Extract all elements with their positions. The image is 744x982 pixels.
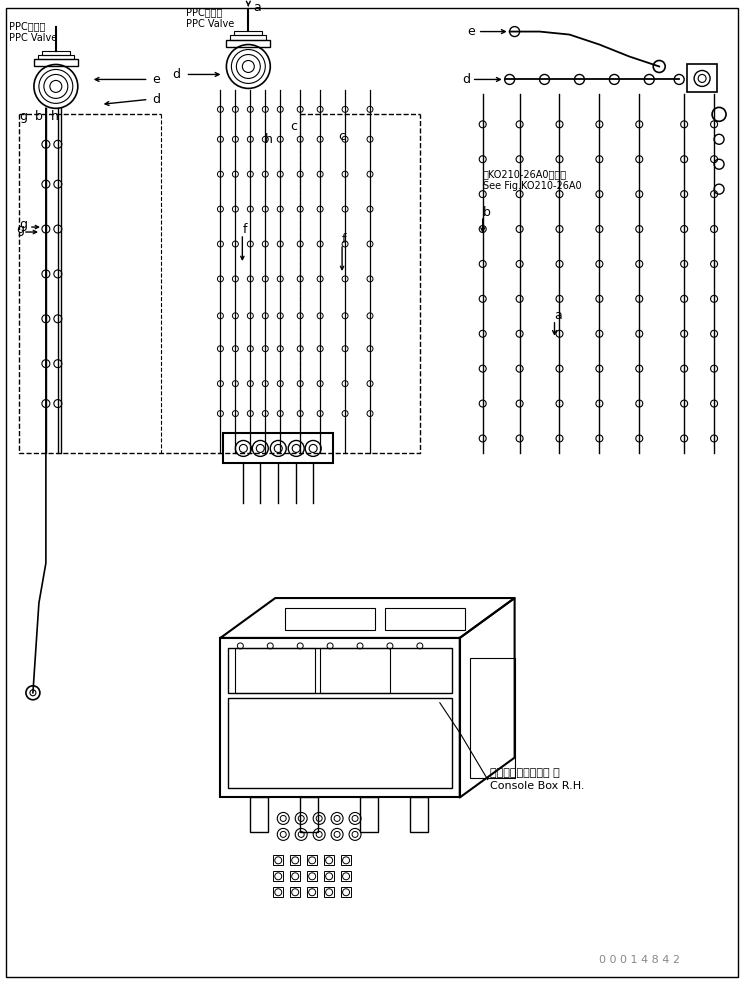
Bar	[285, 608, 375, 629]
Text: コンソールボックス 右: コンソールボックス 右	[490, 768, 559, 778]
Bar	[307, 871, 317, 881]
Text: d: d	[462, 73, 469, 86]
Text: f: f	[243, 223, 247, 236]
Text: Console Box R.H.: Console Box R.H.	[490, 781, 584, 791]
Bar	[234, 30, 263, 34]
Text: f: f	[342, 233, 347, 246]
Text: e: e	[153, 73, 161, 86]
Text: h: h	[266, 133, 273, 145]
Bar	[220, 638, 460, 797]
Bar	[34, 60, 78, 67]
Text: PPC Valve: PPC Valve	[9, 32, 57, 42]
Bar	[385, 608, 465, 629]
Text: c: c	[290, 120, 297, 133]
Bar	[38, 55, 74, 60]
Text: c: c	[338, 130, 345, 142]
Bar	[273, 888, 283, 898]
Text: e: e	[468, 26, 475, 38]
Bar	[341, 855, 351, 865]
Bar	[410, 797, 428, 833]
Bar	[469, 658, 515, 778]
Text: g: g	[19, 110, 27, 123]
Bar	[42, 50, 70, 55]
Text: PPCバルブ: PPCバルブ	[185, 8, 222, 18]
Text: d: d	[153, 93, 161, 106]
Text: PPCバルブ: PPCバルブ	[9, 22, 45, 31]
Text: a: a	[554, 309, 562, 322]
Bar	[235, 648, 315, 692]
Bar	[228, 648, 452, 692]
Text: h: h	[51, 110, 59, 123]
Bar	[307, 855, 317, 865]
Bar	[324, 855, 334, 865]
Bar	[300, 797, 318, 833]
Bar	[273, 855, 283, 865]
Bar	[687, 65, 717, 92]
Bar	[228, 698, 452, 788]
Bar	[320, 648, 390, 692]
Text: b: b	[483, 205, 490, 219]
Bar	[324, 888, 334, 898]
Text: See Fig.KO210-26A0: See Fig.KO210-26A0	[483, 181, 581, 191]
Bar	[226, 39, 270, 46]
Bar	[290, 871, 300, 881]
Bar	[341, 871, 351, 881]
Text: PPC Valve: PPC Valve	[185, 19, 234, 28]
Bar	[307, 888, 317, 898]
Bar	[273, 871, 283, 881]
Text: b: b	[35, 110, 43, 123]
Text: g: g	[19, 218, 27, 231]
Text: d: d	[173, 68, 181, 81]
Text: 0 0 0 1 4 8 4 2: 0 0 0 1 4 8 4 2	[600, 955, 680, 965]
Bar	[231, 34, 266, 39]
Bar	[360, 797, 378, 833]
Bar	[324, 871, 334, 881]
Bar	[290, 888, 300, 898]
Text: g: g	[16, 223, 24, 236]
Text: 第KO210-26A0図参照: 第KO210-26A0図参照	[483, 169, 567, 179]
Bar	[341, 888, 351, 898]
Text: a: a	[253, 1, 261, 14]
Bar	[250, 797, 269, 833]
Bar	[223, 433, 333, 464]
Bar	[290, 855, 300, 865]
